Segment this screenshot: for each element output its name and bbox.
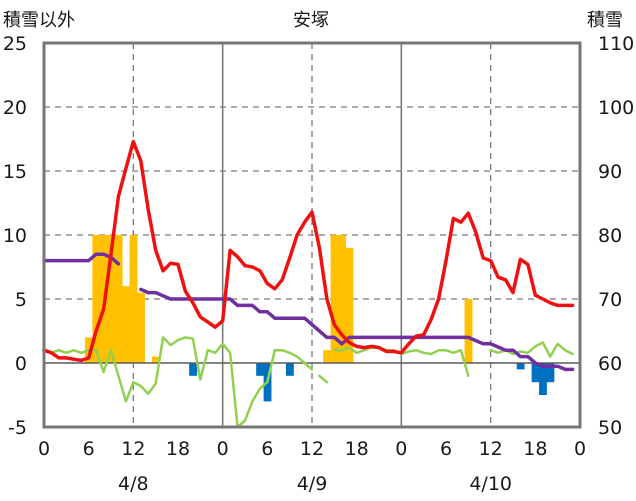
blue-bar (516, 363, 525, 370)
orange-bar (114, 235, 123, 363)
left-axis-ticks: -5 0 5 10 15 20 25 (3, 33, 27, 439)
right-tick-label: 50 (598, 417, 622, 439)
snow-depth-line (42, 252, 121, 266)
right-tick-label: 80 (598, 225, 622, 247)
right-tick-label: 100 (598, 97, 634, 119)
x-tick-label: 6 (440, 438, 452, 460)
x-tick-label: 0 (217, 438, 229, 460)
blue-bar (256, 363, 265, 376)
orange-bar (338, 235, 346, 363)
right-tick-label: 60 (598, 353, 622, 375)
left-tick-label: 0 (15, 353, 27, 375)
orange-bar (107, 235, 116, 363)
right-tick-label: 110 (598, 33, 634, 55)
left-tick-label: 10 (3, 225, 27, 247)
x-tick-label: 12 (300, 438, 324, 460)
orange-bars (84, 235, 473, 363)
x-tick-label: 6 (83, 438, 95, 460)
blue-bar (546, 363, 555, 383)
blue-bar (285, 363, 294, 376)
green-series-line (42, 336, 314, 429)
blue-bar (531, 363, 540, 383)
orange-bar (345, 247, 354, 363)
left-tick-label: -5 (8, 417, 27, 439)
orange-bar (464, 299, 473, 363)
blue-bars (189, 363, 555, 402)
right-axis-ticks: 50 60 70 80 90 100 110 (598, 33, 634, 439)
date-label: 4/9 (297, 473, 328, 495)
chart-title: 安塚 (293, 10, 329, 31)
date-label: 4/10 (469, 473, 512, 495)
right-tick-label: 70 (598, 289, 622, 311)
snow-depth-line (139, 287, 575, 372)
date-labels: 4/8 4/9 4/10 (118, 473, 512, 495)
left-tick-label: 5 (15, 289, 27, 311)
x-tick-label: 6 (261, 438, 273, 460)
x-tick-label: 0 (574, 438, 586, 460)
right-axis-title: 積雪 (587, 10, 623, 31)
x-tick-label: 0 (395, 438, 407, 460)
left-axis-title: 積雪以外 (3, 10, 75, 31)
date-label: 4/8 (118, 473, 149, 495)
orange-bar (92, 235, 101, 363)
left-tick-label: 15 (3, 161, 27, 183)
blue-bar (189, 363, 198, 376)
left-tick-label: 25 (3, 33, 27, 55)
orange-bar (151, 356, 160, 363)
x-tick-label: 18 (166, 438, 190, 460)
left-tick-label: 20 (3, 97, 27, 119)
plot-frame (42, 41, 582, 429)
orange-bar (129, 235, 138, 363)
orange-bar (323, 350, 332, 363)
series-lines (42, 139, 575, 429)
x-axis-ticks: 0 6 12 18 0 6 12 18 0 6 12 18 0 (38, 438, 586, 460)
blue-bar (539, 363, 547, 395)
x-tick-label: 18 (523, 438, 547, 460)
x-tick-label: 18 (345, 438, 369, 460)
orange-bar (330, 235, 339, 363)
orange-bar (122, 286, 131, 363)
right-tick-label: 90 (598, 161, 622, 183)
x-tick-label: 12 (479, 438, 503, 460)
temperature-line (42, 139, 575, 363)
green-series-line (318, 374, 329, 384)
x-tick-label: 0 (38, 438, 50, 460)
x-tick-label: 12 (121, 438, 145, 460)
orange-bar (137, 292, 145, 363)
